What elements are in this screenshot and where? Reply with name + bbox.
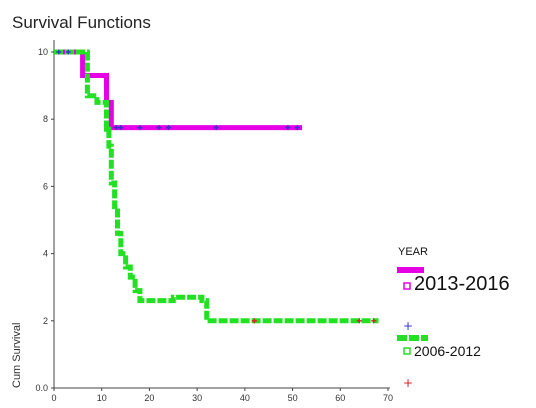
legend-marker-2006-2012 (403, 347, 411, 355)
x-tick-label: 30 (192, 393, 202, 403)
y-tick-label: 8 (43, 114, 48, 124)
censor-mark-2006-2012 (251, 318, 257, 324)
x-tick-label: 0 (51, 393, 56, 403)
y-tick-label: 2 (43, 316, 48, 326)
legend-marker-2013-2016 (403, 282, 411, 290)
x-tick-label: 10 (97, 393, 107, 403)
y-tick-label: 10 (38, 47, 48, 57)
censor-mark-2013-2016 (137, 125, 143, 131)
censor-mark-2006-2012 (371, 318, 377, 324)
y-tick-label: 0.0 (35, 383, 48, 393)
series-line-2013-2016 (54, 49, 303, 131)
legend-censor-2013-2016: + (403, 319, 413, 333)
y-tick-label: 4 (43, 249, 48, 259)
legend-label-2006-2012: 2006-2012 (414, 343, 481, 359)
censor-mark-2013-2016 (213, 125, 219, 131)
plot-area (54, 49, 379, 324)
censor-mark-2013-2016 (113, 125, 119, 131)
chart-title: Survival Functions (12, 13, 151, 32)
legend-censor-2006-2012: + (403, 376, 413, 390)
series-line-2006-2012 (54, 49, 379, 324)
x-ticks: 0 10 20 30 40 50 60 70 (51, 388, 393, 403)
censor-mark-2006-2012 (356, 318, 362, 324)
legend: YEAR 2013-2016 + 2006-2012 + (397, 246, 510, 390)
censor-mark-2013-2016 (294, 125, 300, 131)
y-ticks: 0.0 2 4 6 8 10 (35, 47, 54, 393)
legend-label-2013-2016: 2013-2016 (414, 273, 510, 295)
axes (53, 40, 390, 389)
x-tick-label: 50 (288, 393, 298, 403)
x-tick-label: 20 (144, 393, 154, 403)
x-tick-label: 40 (240, 393, 250, 403)
censor-mark-2013-2016 (56, 49, 62, 55)
y-axis-label: Cum Survival (11, 323, 23, 388)
censor-mark-2013-2016 (65, 49, 71, 55)
censor-mark-2013-2016 (285, 125, 291, 131)
x-tick-label: 70 (383, 393, 393, 403)
censor-mark-2013-2016 (156, 125, 162, 131)
censor-mark-2013-2016 (166, 125, 172, 131)
censor-mark-2013-2016 (118, 125, 124, 131)
x-tick-label: 60 (335, 393, 345, 403)
y-tick-label: 6 (43, 181, 48, 191)
legend-title: YEAR (398, 246, 428, 258)
